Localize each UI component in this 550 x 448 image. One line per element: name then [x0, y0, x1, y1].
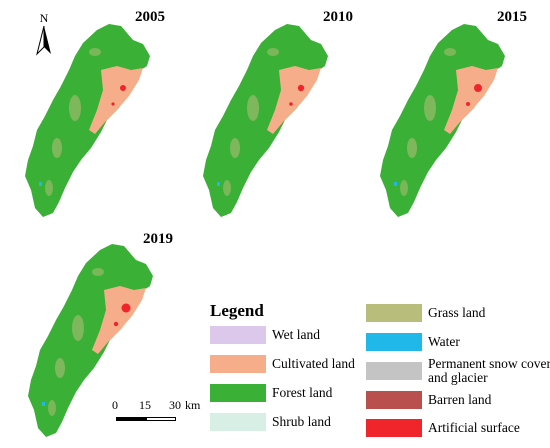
- legend-swatch: [366, 419, 422, 437]
- legend-label: Permanent snow cover and glacier: [428, 356, 550, 385]
- year-label-2010: 2010: [323, 9, 353, 25]
- map-2015: [360, 8, 530, 223]
- legend-item: Permanent snow cover and glacier: [366, 357, 550, 385]
- legend-label: Forest land: [272, 385, 333, 400]
- legend-item: Artificial surface: [366, 418, 520, 438]
- legend-item: Water: [366, 332, 460, 352]
- map-2005: [5, 8, 175, 223]
- legend-label: Water: [428, 334, 460, 349]
- scale-bar: 0 15 30 km: [112, 398, 202, 428]
- legend-swatch: [366, 304, 422, 322]
- legend-swatch: [210, 413, 266, 431]
- scale-tick-15: 15: [139, 398, 151, 412]
- map-2019-svg: [28, 244, 153, 437]
- year-label-2015: 2015: [497, 9, 527, 25]
- map-2015-svg: [380, 24, 505, 217]
- legend-label: Wet land: [272, 327, 321, 342]
- map-2010: [183, 8, 353, 223]
- year-label-2005: 2005: [135, 9, 165, 25]
- legend-item: Shrub land: [210, 412, 331, 432]
- year-label-2019: 2019: [143, 231, 173, 247]
- legend-swatch: [366, 362, 422, 380]
- scale-unit: km: [185, 398, 201, 412]
- legend-label: Shrub land: [272, 414, 331, 429]
- legend-swatch: [210, 355, 266, 373]
- north-label: N: [40, 11, 49, 25]
- north-arrow: N: [32, 10, 56, 61]
- north-arrow-icon: N: [36, 11, 51, 56]
- scale-tick-30: 30: [169, 398, 181, 412]
- legend-item: Cultivated land: [210, 354, 355, 374]
- legend-item: Forest land: [210, 383, 332, 403]
- map-2010-svg: [203, 24, 328, 217]
- legend-item: Grass land: [366, 303, 485, 323]
- legend-label: Cultivated land: [272, 356, 355, 371]
- legend-label: Grass land: [428, 305, 486, 320]
- map-2019: [8, 228, 178, 443]
- scale-segment-white: [146, 417, 176, 421]
- legend-item: Barren land: [366, 390, 491, 410]
- legend-label: Artificial surface: [428, 420, 520, 435]
- scale-tick-0: 0: [112, 398, 118, 412]
- legend-swatch: [210, 326, 266, 344]
- legend-swatch: [210, 384, 266, 402]
- legend-label: Barren land: [428, 392, 492, 407]
- map-2005-svg: [25, 24, 150, 217]
- legend-swatch: [366, 333, 422, 351]
- scale-segment-black: [116, 417, 146, 421]
- legend-item: Wet land: [210, 325, 320, 345]
- legend-swatch: [366, 391, 422, 409]
- legend-title: Legend: [210, 301, 264, 320]
